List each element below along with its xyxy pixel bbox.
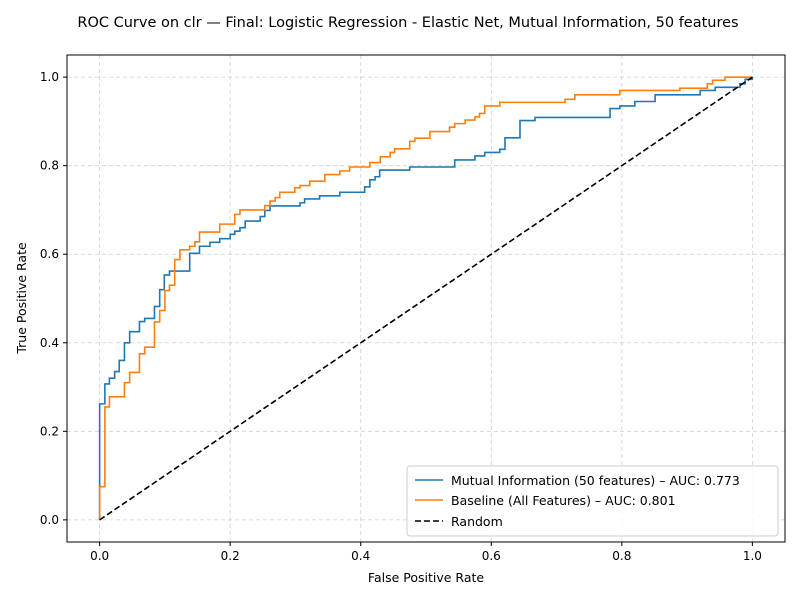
legend: Mutual Information (50 features) – AUC: … [406, 465, 779, 537]
y-axis-label: True Positive Rate [14, 242, 29, 355]
y-tick-label: 0.0 [40, 513, 59, 527]
x-tick-label: 0.0 [90, 549, 109, 563]
series-line-random [99, 76, 753, 521]
y-tick-label: 0.6 [40, 247, 59, 261]
legend-label-mutual-information: Mutual Information (50 features) – AUC: … [451, 473, 740, 488]
plot-frame [66, 54, 786, 543]
series-line-baseline [98, 76, 753, 520]
y-tick-label: 0.2 [40, 424, 59, 438]
series-line-mutual-information [98, 77, 754, 520]
y-tick-label: 0.8 [40, 159, 59, 173]
x-tick-label: 1.0 [743, 549, 762, 563]
axis-ticks: 0.0 0.2 0.4 0.6 0.8 1.0 0.0 0.2 0.4 0.6 0.8 1.0 [40, 70, 762, 563]
legend-label-random: Random [451, 514, 503, 529]
x-tick-label: 0.6 [482, 549, 501, 563]
x-axis-label: False Positive Rate [368, 570, 484, 585]
legend-label-baseline: Baseline (All Features) – AUC: 0.801 [451, 493, 676, 508]
y-tick-label: 0.4 [40, 336, 59, 350]
x-tick-label: 0.8 [612, 549, 631, 563]
legend-box [406, 465, 779, 537]
x-tick-label: 0.2 [221, 549, 240, 563]
chart-title: ROC Curve on clr — Final: Logistic Regre… [77, 15, 738, 31]
x-tick-label: 0.4 [351, 549, 370, 563]
y-tick-label: 1.0 [40, 70, 59, 84]
series-layer [98, 76, 754, 521]
